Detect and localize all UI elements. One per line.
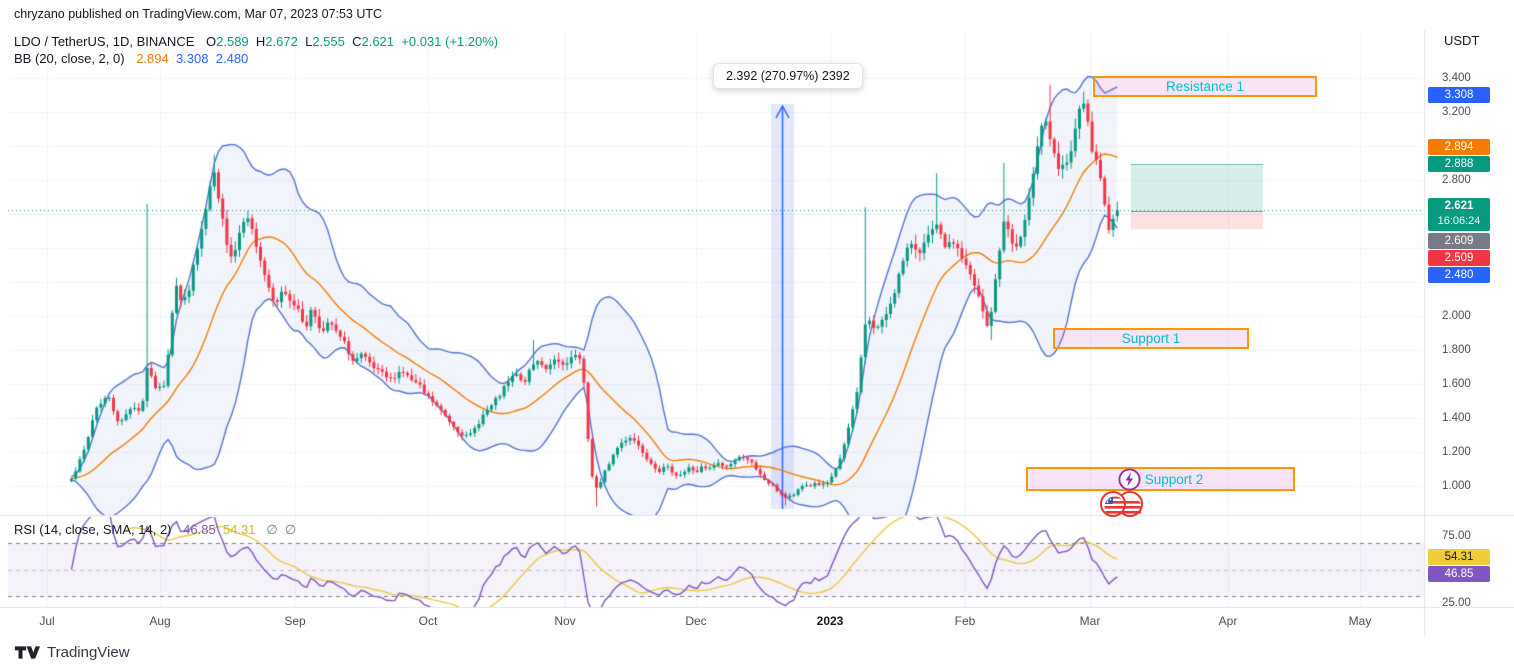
support1-box[interactable]: Support 1 [1053, 328, 1249, 349]
symbol-legend: LDO / TetherUS, 1D, BINANCE O2.589 H2.67… [14, 34, 498, 49]
entry-price-badge: 2.609 [1428, 233, 1490, 249]
time-axis-label-sep: Sep [284, 614, 306, 628]
position-stop-box[interactable] [1131, 212, 1263, 229]
stop-price-badge: 2.509 [1428, 250, 1490, 266]
resistance1-label: Resistance 1 [1165, 79, 1245, 94]
time-axis-label-nov: Nov [554, 614, 576, 628]
price-tick-label: 3.400 [1442, 72, 1471, 84]
countdown-timer: 16:06:24 [1437, 215, 1481, 227]
symbol-title[interactable]: LDO / TetherUS, 1D, BINANCE [14, 34, 195, 49]
upper-band-badge: 3.308 [1428, 87, 1490, 103]
price-tick-label: 1.800 [1442, 344, 1471, 356]
support2-box[interactable]: Support 2 [1026, 467, 1295, 491]
price-tick-label: 3.200 [1442, 106, 1471, 118]
rsi-empty-icon: ∅ [284, 522, 297, 537]
support1-label: Support 1 [1121, 331, 1181, 346]
quote-currency-label: USDT [1444, 33, 1480, 48]
price-tick-label: 2.000 [1442, 310, 1471, 322]
price-tick-label: 2.800 [1442, 174, 1471, 186]
time-axis-label-dec: Dec [685, 614, 707, 628]
rsi-value-badge: 46.85 [1428, 566, 1490, 582]
ohlc-c: C2.621 [352, 34, 395, 49]
bb-legend: BB (20, close, 2, 0) 2.894 3.308 2.480 [14, 51, 248, 66]
price-tick-label: 1.200 [1442, 446, 1471, 458]
price-tick-label: 1.400 [1442, 412, 1471, 424]
tradingview-logo[interactable]: TradingView [14, 644, 130, 661]
ohlc-h: H2.672 [255, 34, 298, 49]
ohlc-values: O2.589 H2.672 L2.555 C2.621 [206, 34, 401, 49]
rsi-ma-value: 54.31 [222, 522, 256, 537]
rsi-value: 46.85 [183, 522, 216, 537]
price-tick-label: 1.600 [1442, 378, 1471, 390]
tradingview-brand-text: TradingView [47, 644, 130, 661]
lower-band-badge: 2.480 [1428, 267, 1490, 283]
rsi-tick-label: 25.00 [1442, 597, 1471, 609]
bb-basis-value: 2.894 [136, 51, 169, 66]
rsi-ma-badge: 54.31 [1428, 549, 1490, 565]
lightning-icon [1118, 467, 1141, 491]
resistance1-box[interactable]: Resistance 1 [1093, 76, 1317, 97]
last-price-badge: 2.621 16:06:24 [1428, 198, 1490, 231]
time-axis-label-feb: Feb [954, 614, 976, 628]
time-axis-label-oct: Oct [418, 614, 438, 628]
bb-upper-value: 3.308 [175, 51, 209, 66]
position-target-box[interactable] [1131, 164, 1263, 212]
rsi-tick-label: 75.00 [1442, 530, 1471, 542]
target-price-badge: 2.888 [1428, 156, 1490, 172]
change-value: +0.031 (+1.20%) [401, 34, 499, 49]
bb-legend-label[interactable]: BB (20, close, 2, 0) [14, 51, 125, 66]
attribution-text: chryzano published on TradingView.com, M… [14, 7, 383, 21]
basis-badge: 2.894 [1428, 139, 1490, 155]
price-tick-label: 1.000 [1442, 480, 1471, 492]
ohlc-o: O2.589 [206, 34, 249, 49]
measure-range-label[interactable]: 2.392 (270.97%) 2392 [713, 63, 863, 89]
rsi-empty-icon: ∅ [266, 522, 278, 537]
tradingview-mark-icon [14, 645, 40, 660]
time-axis-label-2023: 2023 [816, 614, 844, 628]
time-axis-label-jul: Jul [39, 614, 55, 628]
time-axis-label-apr: Apr [1218, 614, 1238, 628]
time-axis-label-mar: Mar [1079, 614, 1101, 628]
time-axis-label-aug: Aug [149, 614, 171, 628]
us-flag-icons[interactable] [1100, 491, 1144, 518]
ohlc-l: L2.555 [305, 34, 345, 49]
time-axis-label-may: May [1348, 614, 1372, 628]
bb-lower-value: 2.480 [215, 51, 249, 66]
support2-label: Support 2 [1144, 471, 1204, 487]
rsi-legend-label[interactable]: RSI (14, close, SMA, 14, 2) [14, 522, 172, 537]
rsi-legend: RSI (14, close, SMA, 14, 2) 46.85 54.31 … [14, 522, 296, 538]
